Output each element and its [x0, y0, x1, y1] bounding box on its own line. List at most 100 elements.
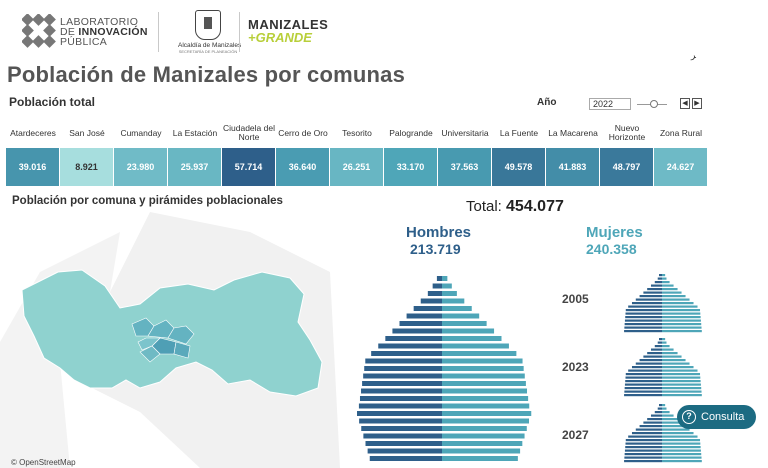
female-age-bar[interactable]: [442, 411, 532, 416]
male-age-bar[interactable]: [650, 348, 662, 351]
male-age-bar[interactable]: [364, 366, 442, 371]
female-age-bar[interactable]: [442, 388, 528, 394]
female-age-bar[interactable]: [442, 328, 495, 334]
commune-map[interactable]: [0, 212, 340, 468]
male-age-bar[interactable]: [367, 448, 442, 454]
commune-value-cell[interactable]: 24.627: [654, 148, 708, 186]
commune-value-cell[interactable]: 57.714: [222, 148, 276, 186]
male-age-bar[interactable]: [647, 418, 662, 421]
female-age-bar[interactable]: [442, 441, 523, 446]
female-age-bar[interactable]: [662, 348, 674, 351]
male-age-bar[interactable]: [635, 362, 662, 365]
female-age-bar[interactable]: [442, 448, 521, 454]
female-age-bar[interactable]: [662, 390, 702, 393]
male-age-bar[interactable]: [639, 425, 662, 428]
female-age-bar[interactable]: [662, 352, 678, 355]
pyramid-2005[interactable]: [620, 274, 710, 336]
female-age-bar[interactable]: [662, 383, 701, 386]
male-age-bar[interactable]: [371, 351, 442, 356]
female-age-bar[interactable]: [662, 428, 690, 431]
male-age-bar[interactable]: [650, 414, 662, 417]
male-age-bar[interactable]: [625, 309, 662, 312]
commune-value-cell[interactable]: 37.563: [438, 148, 492, 186]
male-age-bar[interactable]: [643, 421, 662, 424]
female-age-bar[interactable]: [662, 281, 670, 284]
male-age-bar[interactable]: [624, 453, 662, 456]
male-age-bar[interactable]: [659, 404, 662, 407]
male-age-bar[interactable]: [361, 388, 442, 394]
commune-value-cell[interactable]: 36.640: [276, 148, 330, 186]
female-age-bar[interactable]: [442, 343, 509, 349]
female-age-bar[interactable]: [442, 291, 457, 296]
male-age-bar[interactable]: [631, 366, 662, 369]
male-age-bar[interactable]: [639, 359, 662, 362]
male-age-bar[interactable]: [624, 387, 662, 390]
female-age-bar[interactable]: [442, 381, 526, 386]
female-age-bar[interactable]: [662, 355, 682, 358]
female-age-bar[interactable]: [662, 284, 674, 287]
male-age-bar[interactable]: [362, 381, 442, 386]
female-age-bar[interactable]: [662, 369, 698, 372]
male-age-bar[interactable]: [361, 426, 442, 431]
female-age-bar[interactable]: [662, 394, 702, 397]
female-age-bar[interactable]: [442, 418, 530, 424]
commune-value-cell[interactable]: 23.980: [114, 148, 168, 186]
male-age-bar[interactable]: [420, 298, 442, 304]
female-age-bar[interactable]: [442, 358, 523, 364]
female-age-bar[interactable]: [662, 425, 686, 428]
female-age-bar[interactable]: [442, 313, 480, 319]
female-age-bar[interactable]: [662, 274, 666, 277]
female-age-bar[interactable]: [442, 283, 452, 289]
female-age-bar[interactable]: [662, 316, 701, 319]
female-age-bar[interactable]: [662, 439, 701, 442]
female-age-bar[interactable]: [662, 312, 701, 315]
female-age-bar[interactable]: [662, 288, 678, 291]
female-age-bar[interactable]: [662, 277, 667, 280]
main-population-pyramid[interactable]: [350, 276, 540, 468]
male-age-bar[interactable]: [654, 345, 662, 348]
male-age-bar[interactable]: [406, 313, 442, 319]
female-age-bar[interactable]: [662, 373, 701, 376]
male-age-bar[interactable]: [369, 456, 442, 461]
male-age-bar[interactable]: [631, 432, 662, 435]
female-age-bar[interactable]: [662, 418, 678, 421]
commune-value-cell[interactable]: 26.251: [330, 148, 384, 186]
female-age-bar[interactable]: [442, 373, 525, 379]
male-age-bar[interactable]: [654, 281, 662, 284]
female-age-bar[interactable]: [662, 411, 670, 414]
male-age-bar[interactable]: [413, 306, 442, 311]
year-slider-thumb[interactable]: [650, 100, 658, 108]
pyramid-2027[interactable]: [620, 404, 710, 468]
male-age-bar[interactable]: [427, 291, 442, 296]
commune-value-cell[interactable]: 39.016: [6, 148, 60, 186]
male-age-bar[interactable]: [392, 328, 442, 334]
male-age-bar[interactable]: [624, 383, 662, 386]
male-age-bar[interactable]: [624, 326, 662, 329]
female-age-bar[interactable]: [662, 460, 702, 463]
female-age-bar[interactable]: [662, 404, 666, 407]
male-age-bar[interactable]: [643, 291, 662, 294]
male-age-bar[interactable]: [363, 373, 442, 379]
consulta-button[interactable]: ? Consulta: [677, 405, 756, 429]
female-age-bar[interactable]: [662, 380, 701, 383]
commune-value-cell[interactable]: 8.921: [60, 148, 114, 186]
male-age-bar[interactable]: [628, 369, 662, 372]
male-age-bar[interactable]: [625, 373, 662, 376]
male-age-bar[interactable]: [624, 456, 662, 459]
female-age-bar[interactable]: [442, 336, 502, 341]
female-age-bar[interactable]: [442, 351, 517, 356]
male-age-bar[interactable]: [631, 302, 662, 305]
female-age-bar[interactable]: [442, 306, 472, 311]
female-age-bar[interactable]: [442, 321, 487, 326]
male-age-bar[interactable]: [432, 283, 442, 289]
male-age-bar[interactable]: [365, 358, 442, 364]
female-age-bar[interactable]: [662, 366, 694, 369]
female-age-bar[interactable]: [662, 359, 686, 362]
male-age-bar[interactable]: [359, 396, 442, 401]
female-age-bar[interactable]: [662, 302, 694, 305]
male-age-bar[interactable]: [659, 274, 662, 277]
male-age-bar[interactable]: [358, 403, 442, 409]
male-age-bar[interactable]: [639, 295, 662, 298]
female-age-bar[interactable]: [662, 442, 701, 445]
female-age-bar[interactable]: [662, 305, 698, 308]
